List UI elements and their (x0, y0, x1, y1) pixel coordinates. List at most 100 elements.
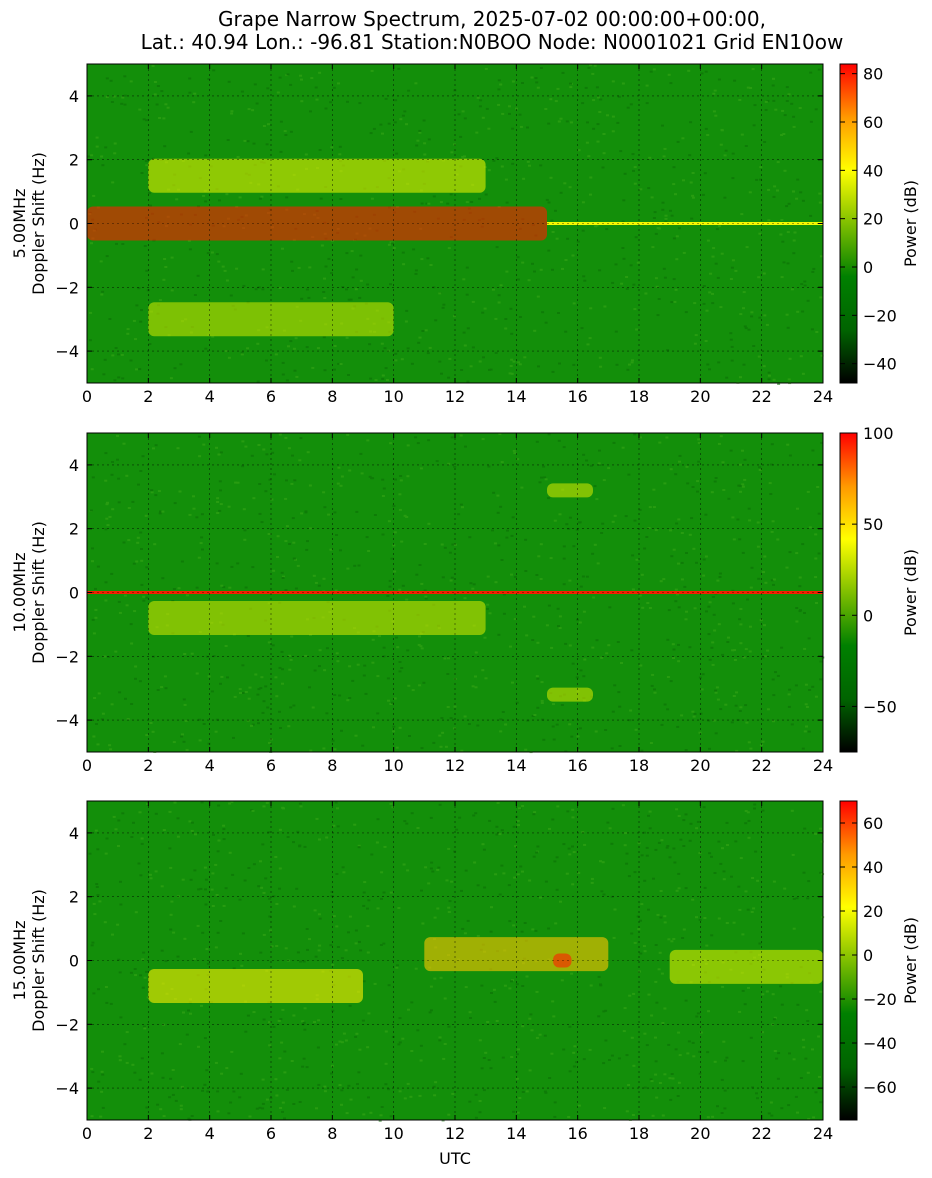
heatmap-speckle (354, 942, 358, 945)
heatmap-speckle (704, 70, 708, 73)
heatmap-speckle (788, 454, 792, 457)
heatmap-speckle (367, 1096, 370, 1099)
heatmap-speckle (804, 683, 808, 686)
heatmap-speckle (625, 287, 629, 290)
heatmap-speckle (88, 852, 92, 855)
colorbar (839, 432, 858, 753)
heatmap-speckle (202, 194, 206, 197)
heatmap-speckle (819, 871, 823, 874)
heatmap-speckle (771, 84, 775, 87)
heatmap-speckle (474, 1116, 478, 1119)
heatmap-speckle (449, 579, 453, 582)
heatmap-speckle (772, 77, 775, 80)
heatmap-speckle (645, 536, 649, 538)
heatmap-speckle (428, 346, 432, 349)
heatmap-speckle (405, 822, 409, 825)
heatmap-speckle (244, 691, 248, 693)
heatmap-speckle (103, 358, 107, 361)
heatmap-speckle (140, 583, 144, 586)
heatmap-speckle (710, 934, 714, 937)
heatmap-speckle (172, 741, 176, 744)
heatmap-speckle (739, 623, 743, 626)
heatmap-speckle (188, 820, 192, 823)
heatmap-speckle (671, 1077, 675, 1080)
heatmap-speckle (256, 380, 260, 383)
heatmap-speckle (314, 955, 318, 958)
heatmap-speckle (631, 554, 635, 557)
heatmap-speckle (193, 957, 196, 960)
heatmap-speckle (516, 458, 520, 461)
heatmap-speckle (104, 528, 108, 531)
heatmap-speckle (145, 119, 148, 122)
heatmap-speckle (633, 182, 637, 185)
heatmap-speckle (731, 516, 735, 519)
heatmap-speckle (785, 205, 789, 208)
heatmap-speckle (414, 269, 418, 272)
heatmap-speckle (185, 594, 189, 597)
y-tick-label: 2 (69, 520, 79, 539)
heatmap-speckle (786, 1087, 789, 1090)
heatmap-speckle (717, 361, 721, 364)
heatmap-speckle (607, 467, 611, 470)
heatmap-speckle (360, 472, 364, 475)
x-tick-label: 12 (445, 1124, 465, 1143)
heatmap-speckle (492, 491, 496, 494)
heatmap-speckle (496, 802, 500, 804)
heatmap-speckle (638, 594, 642, 597)
heatmap-speckle (643, 879, 647, 882)
heatmap-speckle (340, 1041, 344, 1044)
heatmap-speckle (160, 885, 164, 888)
heatmap-speckle (215, 894, 219, 896)
heatmap-speckle (630, 361, 634, 364)
heatmap-speckle (498, 833, 502, 836)
heatmap-speckle (700, 688, 704, 691)
heatmap-speckle (398, 1090, 402, 1093)
heatmap-speckle (501, 112, 505, 115)
heatmap-speckle (432, 1085, 436, 1088)
heatmap-speckle (325, 836, 329, 839)
heatmap-speckle (713, 629, 717, 632)
heatmap-speckle (515, 983, 519, 986)
heatmap-speckle (159, 510, 162, 513)
heatmap-speckle (90, 154, 94, 157)
heatmap-speckle (181, 733, 184, 736)
heatmap-speckle (443, 546, 447, 549)
colorbar-tick-label: −50 (863, 697, 897, 716)
heatmap-speckle (487, 169, 491, 172)
heatmap-speckle (467, 723, 471, 725)
heatmap-speckle (337, 362, 341, 365)
heatmap-speckle (786, 326, 790, 329)
heatmap-speckle (557, 625, 560, 628)
heatmap-speckle (414, 272, 418, 275)
heatmap-speckle (611, 807, 615, 810)
heatmap-speckle (661, 124, 664, 127)
heatmap-speckle (590, 877, 594, 880)
heatmap-speckle (486, 575, 490, 578)
heatmap-speckle (620, 282, 624, 285)
heatmap-speckle (347, 374, 350, 376)
heatmap-speckle (300, 512, 304, 515)
heatmap-speckle (795, 620, 799, 623)
heatmap-speckle (547, 249, 551, 252)
heatmap-speckle (528, 1069, 532, 1072)
heatmap-speckle (711, 255, 715, 258)
heatmap-speckle (236, 481, 240, 484)
heatmap-speckle (615, 363, 619, 366)
heatmap-speckle (127, 507, 131, 509)
heatmap-speckle (409, 1095, 413, 1098)
heatmap-speckle (755, 178, 759, 181)
heatmap-speckle (683, 585, 687, 588)
heatmap-speckle (664, 220, 668, 223)
heatmap-speckle (731, 602, 735, 605)
heatmap-speckle (611, 281, 615, 284)
heatmap-speckle (657, 298, 661, 300)
heatmap-speckle (587, 66, 591, 69)
heatmap-speckle (114, 347, 118, 349)
heatmap-speckle (285, 1089, 289, 1091)
heatmap-speckle (730, 266, 734, 269)
heatmap-speckle (398, 670, 402, 673)
heatmap-speckle (648, 156, 652, 159)
heatmap-speckle (500, 165, 504, 168)
heatmap-speckle (265, 359, 268, 362)
heatmap-feature (669, 949, 823, 984)
